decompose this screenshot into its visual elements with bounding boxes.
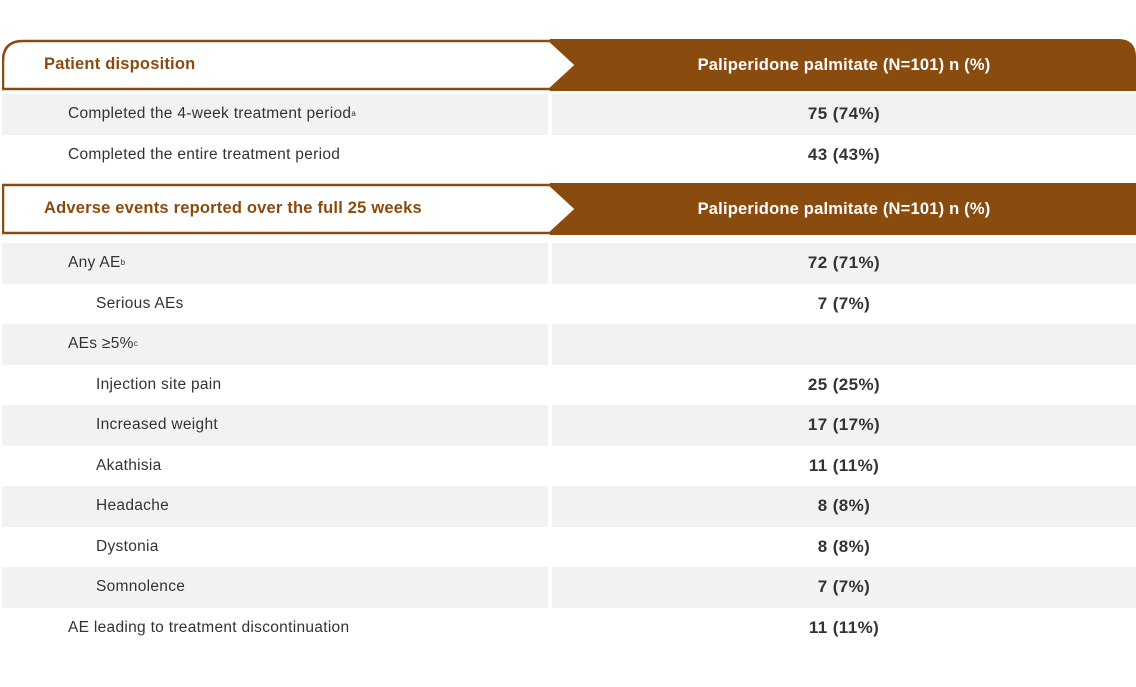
row-value: 7 (7%) — [552, 567, 1136, 608]
row-value: 72 (71%) — [552, 243, 1136, 284]
table-row: Increased weight 17 (17%) — [2, 405, 1136, 446]
table-row: Any AE b 72 (71%) — [2, 243, 1136, 284]
row-value: 17 (17%) — [552, 405, 1136, 446]
table-row: Serious AEs 7 (7%) — [2, 284, 1136, 325]
row-value — [552, 324, 1136, 365]
table-row: Somnolence 7 (7%) — [2, 567, 1136, 608]
row-label: Completed the 4-week treatment period a — [2, 94, 548, 135]
row-label: Somnolence — [2, 567, 548, 608]
table-row: AEs ≥5% c — [2, 324, 1136, 365]
adverse-events-section: Adverse events reported over the full 25… — [2, 183, 1136, 648]
row-label: Dystonia — [96, 537, 159, 555]
row-label: AE leading to treatment discontinuation — [68, 618, 350, 636]
row-label: Any AE b — [2, 243, 548, 284]
table-row: Dystonia 8 (8%) — [2, 527, 1136, 568]
patient-disposition-section: Patient disposition Paliperidone palmita… — [2, 39, 1136, 175]
row-label: Completed the entire treatment period — [68, 145, 341, 163]
column-header: Paliperidone palmitate (N=101) n (%) — [697, 55, 991, 74]
row-label: Injection site pain — [96, 375, 222, 393]
row-value: 11 (11%) — [808, 455, 880, 475]
row-label: Headache — [2, 486, 548, 527]
section-title: Adverse events reported over the full 25… — [44, 198, 422, 217]
row-value: 8 (8%) — [817, 536, 871, 556]
adverse-events-header: Adverse events reported over the full 25… — [2, 183, 1136, 235]
header-banner-shape — [2, 183, 1136, 235]
section-title: Patient disposition — [44, 54, 196, 73]
table-row: Akathisia 11 (11%) — [2, 446, 1136, 487]
patient-disposition-header: Patient disposition Paliperidone palmita… — [2, 39, 1136, 91]
row-value: 7 (7%) — [817, 293, 871, 313]
row-value: 25 (25%) — [807, 374, 881, 394]
column-header: Paliperidone palmitate (N=101) n (%) — [697, 199, 991, 218]
table-row: Completed the 4-week treatment period a 7… — [2, 94, 1136, 135]
row-label: Akathisia — [96, 456, 162, 474]
row-label: Serious AEs — [96, 294, 184, 312]
row-label: Increased weight — [2, 405, 548, 446]
row-value: 75 (74%) — [552, 94, 1136, 135]
table-row: Injection site pain 25 (25%) — [2, 365, 1136, 406]
row-value: 11 (11%) — [808, 617, 880, 637]
table-row: Completed the entire treatment period 43… — [2, 135, 1136, 176]
adverse-event-rows: Any AE b 72 (71%) Serious AEs 7 (7%) AEs … — [2, 243, 1136, 648]
header-banner-shape — [2, 39, 1136, 91]
row-label: AEs ≥5% c — [2, 324, 548, 365]
row-value: 43 (43%) — [807, 144, 881, 164]
table-row: Headache 8 (8%) — [2, 486, 1136, 527]
disposition-rows: Completed the 4-week treatment period a 7… — [2, 94, 1136, 175]
table-row: AE leading to treatment discontinuation … — [2, 608, 1136, 649]
row-value: 8 (8%) — [552, 486, 1136, 527]
